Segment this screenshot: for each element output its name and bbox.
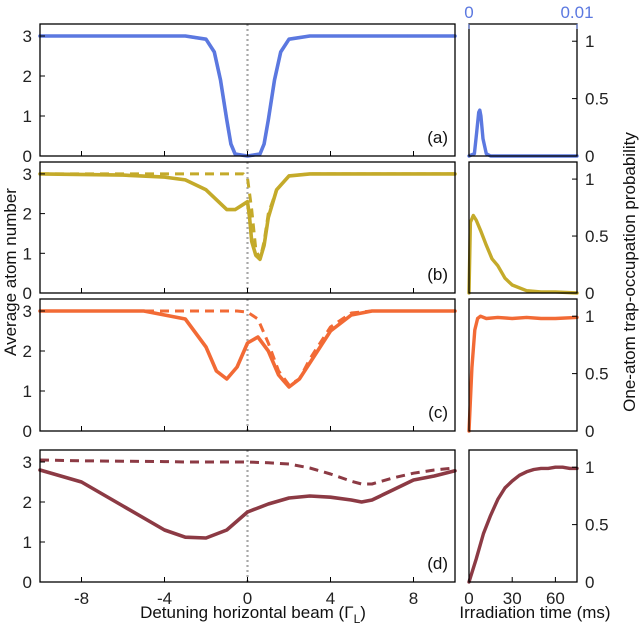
ytick-label-d: 1 — [23, 533, 32, 552]
xtick-label-right-d: 0 — [464, 589, 473, 608]
ytick-label-d: 3 — [23, 453, 32, 472]
xtick-label-right-d: 60 — [546, 589, 565, 608]
ytick-label-right-a: 1 — [585, 32, 594, 51]
ytick-label-right-c: 0.5 — [585, 365, 609, 384]
series-probability-b — [467, 213, 579, 295]
ytick-label-right-b: 0 — [585, 284, 594, 303]
xtick-label-d: 8 — [409, 589, 418, 608]
panel-frame-right-d — [468, 449, 578, 583]
ytick-label-b: 2 — [23, 205, 32, 224]
ytick-label-a: 3 — [23, 27, 32, 46]
plots-layer: 0 1 2 3 (a) 0 0.5 1 0 0.01 0 1 2 3 (b) 0 0.5 1 0 1 2 3 (c) 0 0.5… — [23, 3, 609, 608]
xlabel-right: Irradiation time (ms) — [459, 603, 610, 622]
xtick-label-right-d: 30 — [503, 589, 522, 608]
ytick-label-right-a: 0 — [585, 147, 594, 166]
ytick-label-right-a: 0.5 — [585, 90, 609, 109]
ytick-label-a: 1 — [23, 107, 32, 126]
ytick-label-right-c: 0 — [585, 422, 594, 441]
ytick-label-b: 0 — [23, 284, 32, 303]
ytick-label-a: 2 — [23, 67, 32, 86]
panel-label-b: (b) — [427, 265, 448, 284]
ytick-label-right-b: 0.5 — [585, 227, 609, 246]
series-probability-c — [467, 314, 579, 433]
ylabel-right: One-atom trap-occupation probability — [620, 132, 639, 412]
ytick-label-right-d: 0.5 — [585, 516, 609, 535]
ytick-label-c: 3 — [23, 302, 32, 321]
ytick-label-right-d: 1 — [585, 458, 594, 477]
top-xtick-label: 0.01 — [560, 3, 593, 22]
xtick-label-d: 4 — [326, 589, 335, 608]
ytick-label-c: 0 — [23, 422, 32, 441]
xtick-label-d: -8 — [74, 589, 89, 608]
ylabel-left: Average atom number — [1, 188, 20, 356]
series-model-c — [40, 309, 455, 387]
series-probability-d — [467, 465, 579, 584]
panel-frame-right-a — [468, 23, 578, 157]
panel-label-d: (d) — [427, 554, 448, 573]
ytick-label-c: 2 — [23, 342, 32, 361]
series-model-b — [40, 172, 455, 261]
ytick-label-right-d: 0 — [585, 573, 594, 592]
ytick-label-a: 0 — [23, 147, 32, 166]
ytick-label-d: 0 — [23, 573, 32, 592]
top-xtick-label: 0 — [464, 3, 473, 22]
xlabel-left: Detuning horizontal beam (ΓL) — [140, 603, 366, 626]
series-probability-a — [467, 108, 579, 158]
ytick-label-right-b: 1 — [585, 170, 594, 189]
ytick-label-right-c: 1 — [585, 307, 594, 326]
panel-label-c: (c) — [428, 403, 448, 422]
ytick-label-d: 2 — [23, 493, 32, 512]
xtick-label-d: 0 — [243, 589, 252, 608]
panel-label-a: (a) — [427, 128, 448, 147]
panel-frame-right-b — [468, 161, 578, 294]
panel-frame-right-c — [468, 298, 578, 432]
ytick-label-b: 1 — [23, 244, 32, 263]
ytick-label-b: 3 — [23, 165, 32, 184]
series-model-a — [40, 34, 455, 158]
series-model-d — [39, 458, 456, 486]
ytick-label-c: 1 — [23, 382, 32, 401]
xtick-label-d: -4 — [157, 589, 172, 608]
series-measured-c — [38, 309, 457, 389]
series-measured-d — [38, 468, 457, 540]
